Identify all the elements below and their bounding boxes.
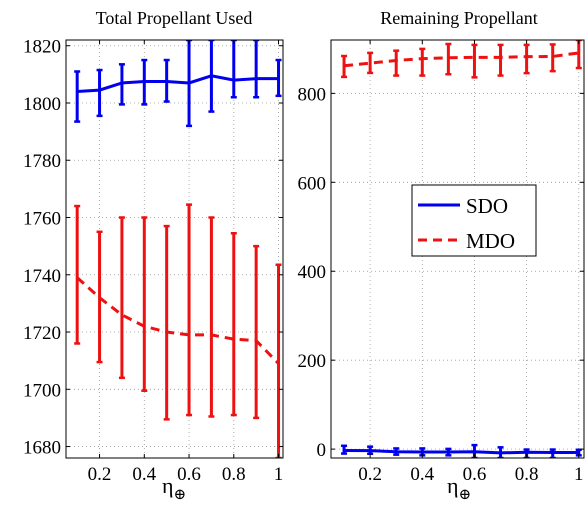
remaining-xtick-label: 0.4 xyxy=(410,464,434,485)
total-ytick-label: 1680 xyxy=(23,438,61,459)
remaining-ytick-label: 800 xyxy=(298,84,327,105)
total-ytick-label: 1800 xyxy=(23,94,61,115)
total-propellant-series xyxy=(74,40,282,458)
remaining-xtick-label: 0.8 xyxy=(515,464,539,485)
legend-label-sdo: SDO xyxy=(466,194,508,218)
remaining-propellant-ticks: 0.2 0.4 0.6 0.8 1 0 200 400 600 800 xyxy=(298,40,584,485)
legend: SDO MDO xyxy=(411,184,537,257)
remaining-propellant-series xyxy=(341,40,582,458)
remaining-mdo-line xyxy=(343,51,579,68)
remaining-ytick-label: 600 xyxy=(298,173,327,194)
total-ytick-label: 1820 xyxy=(23,37,61,58)
remaining-ytick-label: 200 xyxy=(298,351,327,372)
total-xtick-label: 0.8 xyxy=(222,464,246,485)
remaining-propellant-grid xyxy=(331,40,584,458)
total-ytick-label: 1740 xyxy=(23,266,61,287)
total-ytick-label: 1780 xyxy=(23,151,61,172)
total-mdo-line xyxy=(76,276,280,365)
legend-label-mdo: MDO xyxy=(466,229,515,253)
total-xtick-label: 0.4 xyxy=(132,464,156,485)
total-sdo-line xyxy=(77,74,279,94)
remaining-xtick-label: 0.2 xyxy=(358,464,382,485)
total-propellant-xlabel: η⊕ xyxy=(162,473,186,503)
remaining-sdo-line xyxy=(344,448,579,455)
remaining-propellant-axes-box xyxy=(330,39,585,459)
total-propellant-chart: Total Propellant Used 0.2 0.4 0.6 0.8 1 1680 1… xyxy=(23,8,284,503)
remaining-xtick-label: 1 xyxy=(574,464,584,485)
remaining-ytick-label: 0 xyxy=(317,440,327,461)
remaining-propellant-chart: Remaining Propellant 0.2 0.4 0.6 0.8 1 0 200 40… xyxy=(298,8,585,503)
total-xtick-label: 0.2 xyxy=(88,464,112,485)
remaining-propellant-xlabel: η⊕ xyxy=(447,473,471,503)
total-xtick-label: 0.6 xyxy=(177,464,201,485)
remaining-propellant-title: Remaining Propellant xyxy=(380,8,537,28)
remaining-ytick-label: 400 xyxy=(298,262,327,283)
total-propellant-ticks: 0.2 0.4 0.6 0.8 1 1680 1700 1720 1740 1760 1780 180… xyxy=(23,37,283,485)
total-ytick-label: 1760 xyxy=(23,209,61,230)
total-xtick-label: 1 xyxy=(274,464,284,485)
legend-box xyxy=(411,184,537,257)
total-propellant-title: Total Propellant Used xyxy=(96,8,253,28)
remaining-xtick-label: 0.6 xyxy=(463,464,487,485)
total-ytick-label: 1700 xyxy=(23,380,61,401)
total-propellant-axes-box xyxy=(65,39,284,459)
total-ytick-label: 1720 xyxy=(23,323,61,344)
